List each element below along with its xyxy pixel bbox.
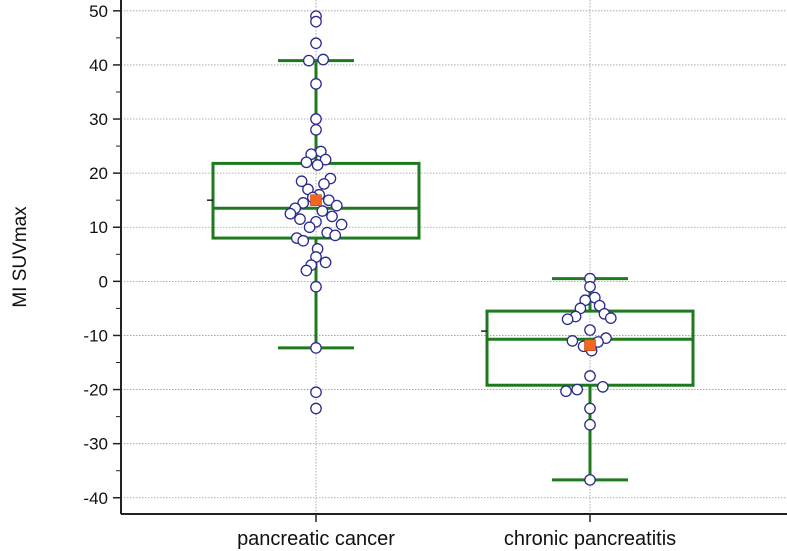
data-point — [284, 207, 297, 220]
data-point — [310, 15, 322, 28]
data-point — [300, 156, 313, 169]
data-point — [584, 418, 596, 431]
data-point — [319, 153, 332, 166]
data-point — [584, 474, 596, 486]
data-point — [330, 199, 343, 212]
x-category-label: pancreatic cancer — [237, 528, 395, 550]
data-point — [317, 53, 330, 66]
boxes — [207, 59, 695, 482]
data-point — [596, 381, 609, 393]
y-tick-label: 30 — [89, 110, 108, 129]
data-point — [297, 197, 310, 209]
y-tick-label: 0 — [99, 272, 108, 291]
data-point — [584, 402, 596, 415]
y-tick-label: 20 — [89, 164, 108, 183]
mean-marker — [584, 339, 596, 351]
data-point — [561, 313, 574, 326]
data-point — [310, 342, 322, 354]
data-point — [604, 312, 617, 324]
axes — [120, 0, 787, 515]
data-point — [310, 113, 322, 125]
data-point — [319, 256, 332, 269]
data-point — [316, 205, 329, 217]
data-point — [584, 280, 596, 293]
iqr-box — [485, 309, 695, 387]
data-point — [318, 178, 330, 190]
data-point — [329, 229, 342, 242]
data-point — [326, 210, 338, 223]
data-point — [295, 175, 308, 188]
data-point — [294, 213, 306, 225]
data-point — [311, 159, 324, 171]
data-points — [284, 10, 617, 486]
y-tick-label: 50 — [89, 2, 108, 21]
labels: MI SUVmax -40 -30 -20 -10 0 10 20 30 40 50 pancrea… — [10, 2, 676, 550]
y-tick-label: 10 — [89, 218, 108, 237]
data-point — [300, 264, 313, 277]
data-point — [310, 402, 322, 415]
y-tick-label: -20 — [83, 381, 108, 400]
data-point — [584, 370, 596, 382]
data-point — [310, 78, 322, 90]
y-tick-label: -30 — [83, 435, 108, 454]
data-point — [571, 383, 584, 396]
data-point — [310, 37, 322, 50]
y-tick-label: -40 — [83, 489, 108, 508]
data-point — [303, 221, 316, 234]
data-point — [566, 335, 579, 347]
data-point — [322, 194, 335, 207]
y-tick-label: 40 — [89, 56, 108, 75]
gridlines — [113, 0, 787, 522]
mean-marker — [310, 194, 322, 206]
data-point — [302, 54, 315, 67]
data-point — [310, 386, 322, 399]
x-category-label: chronic pancreatitis — [504, 528, 676, 550]
data-point — [560, 385, 572, 398]
data-point — [297, 234, 310, 247]
data-point — [310, 124, 322, 136]
y-axis-title: MI SUVmax — [10, 206, 31, 308]
data-point — [335, 218, 348, 231]
data-point — [584, 324, 596, 336]
y-tick-label: -10 — [83, 326, 108, 345]
data-point — [310, 280, 322, 293]
